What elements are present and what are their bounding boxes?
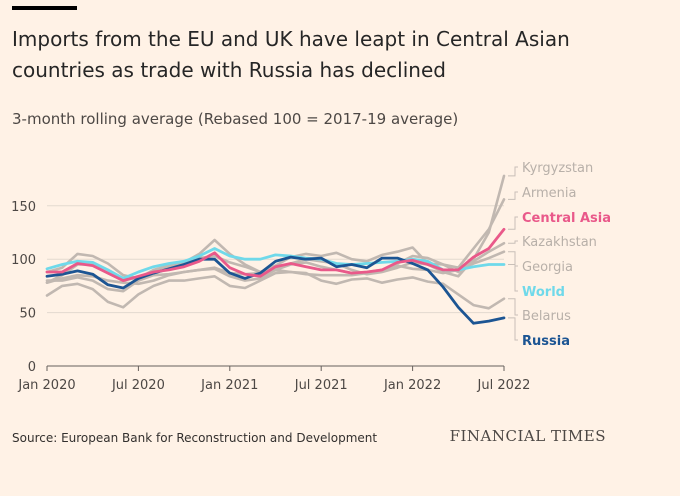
line-chart: 0 50 100 150 Jan 2020 Jul 2020 Jan 2021 Jul 20… xyxy=(11,161,611,393)
legend-connector-russia xyxy=(508,317,518,341)
legend-label-kyrgyzstan: Kyrgyzstan xyxy=(522,161,593,176)
legend-label-armenia: Armenia xyxy=(522,186,577,201)
legend-label-georgia: Georgia xyxy=(522,260,573,275)
series-line-belarus xyxy=(45,270,506,310)
x-tick-label: Jul 2022 xyxy=(477,378,531,393)
legend-connector-belarus xyxy=(508,298,518,316)
series-line-russia xyxy=(45,255,506,325)
legend-label-kazakhstan: Kazakhstan xyxy=(522,235,597,250)
chart-subtitle: 3-month rolling average (Rebased 100 = 2… xyxy=(12,110,459,128)
y-tick-label: 0 xyxy=(28,360,36,375)
legend: Kyrgyzstan Armenia Central Asia Kazakhstan G… xyxy=(508,161,611,349)
y-tick-label: 150 xyxy=(11,200,36,215)
series-line-world xyxy=(45,247,506,280)
legend-connector-armenia xyxy=(508,191,518,200)
legend-label-central-asia: Central Asia xyxy=(522,211,611,226)
x-tick-label: Jan 2021 xyxy=(200,378,258,393)
legend-label-russia: Russia xyxy=(522,334,570,349)
ft-logo: FINANCIAL TIMES xyxy=(449,427,606,445)
x-tick-label: Jul 2021 xyxy=(294,378,348,393)
series-line-central-asia xyxy=(45,227,506,282)
y-tick-label: 50 xyxy=(19,307,36,322)
gridlines xyxy=(47,205,504,314)
legend-connector-kyrgyzstan xyxy=(508,166,518,177)
chart-title: Imports from the EU and UK have leapt in… xyxy=(12,27,570,82)
x-tick-label: Jan 2020 xyxy=(17,378,75,393)
legend-connector-kazakhstan xyxy=(508,240,518,244)
legend-connector-central-asia xyxy=(508,216,518,230)
x-axis: Jan 2020 Jul 2020 Jan 2021 Jul 2021 Jan 2022… xyxy=(17,365,531,393)
legend-label-belarus: Belarus xyxy=(522,309,571,324)
y-tick-label: 100 xyxy=(11,253,36,268)
series-lines xyxy=(45,174,506,325)
y-axis: 0 50 100 150 xyxy=(11,200,36,375)
x-tick-label: Jul 2020 xyxy=(111,378,165,393)
x-tick-label: Jan 2022 xyxy=(383,378,441,393)
legend-connector-georgia xyxy=(508,251,518,267)
source-note: Source: European Bank for Reconstruction… xyxy=(12,431,378,445)
legend-connector-world xyxy=(508,264,518,292)
legend-label-world: World xyxy=(522,285,565,300)
ft-top-bar xyxy=(12,6,77,10)
